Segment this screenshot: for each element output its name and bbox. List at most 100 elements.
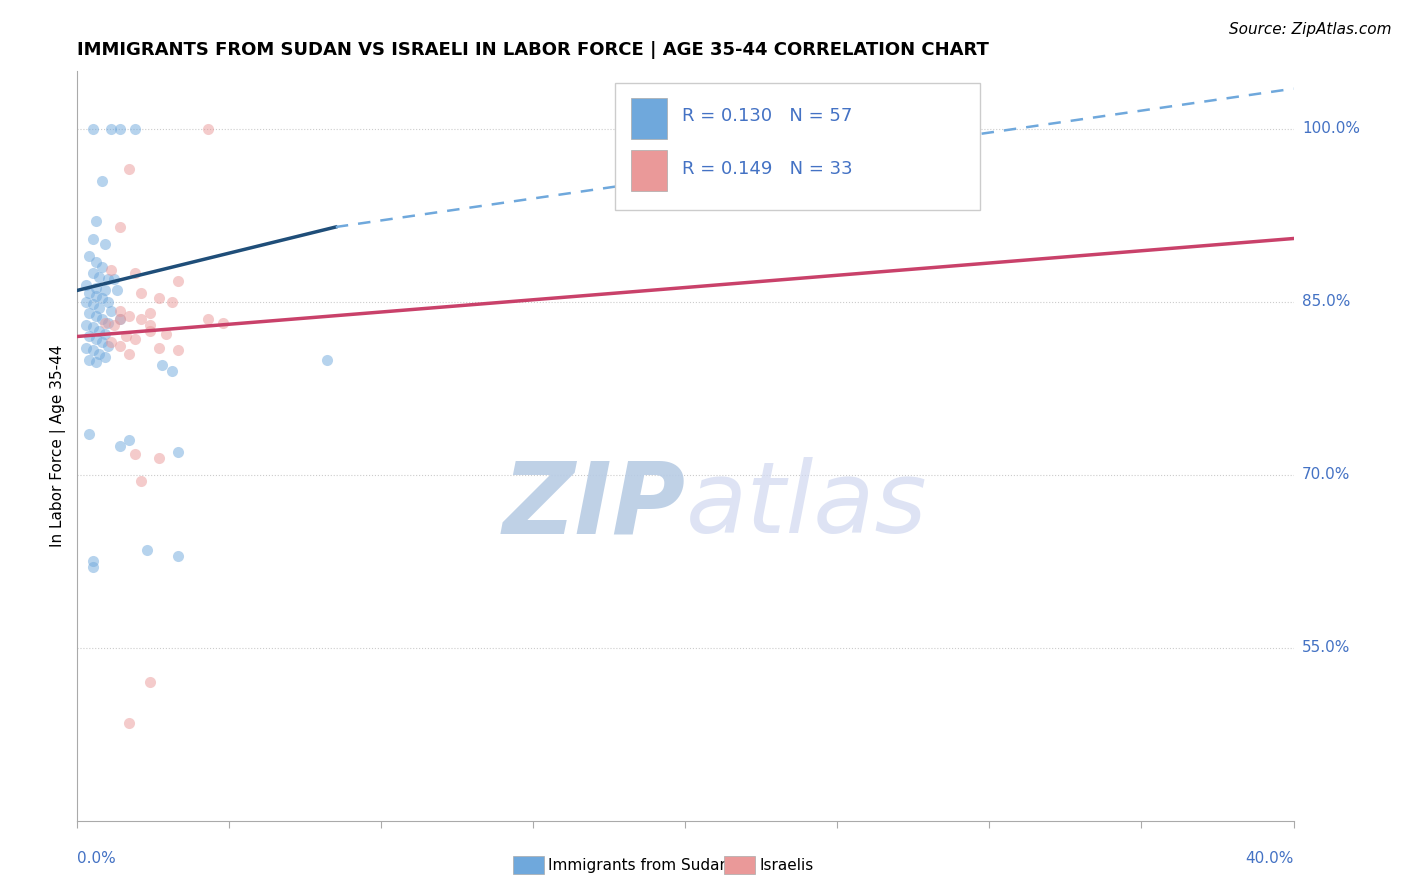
Point [160,364,183,378]
Point [100,335,122,350]
Point [93,316,115,330]
Point [118,309,141,323]
Text: Immigrants from Sudan: Immigrants from Sudan [548,858,730,872]
Point [108,312,131,326]
Point [90,312,112,326]
Text: ZIP: ZIP [502,458,686,555]
Point [148,292,170,306]
Point [75,341,97,355]
Point [166,343,188,358]
Point [124,266,146,280]
Point [197,122,219,136]
Point [212,316,235,330]
Point [148,341,170,355]
Bar [631,150,668,191]
Text: IMMIGRANTS FROM SUDAN VS ISRAELI IN LABOR FORCE | AGE 35-44 CORRELATION CHART: IMMIGRANTS FROM SUDAN VS ISRAELI IN LABO… [77,41,990,59]
Point [139,324,162,338]
Point [103,318,125,332]
Point [108,312,131,326]
Point [97,316,120,330]
Point [79,352,101,367]
Text: 100.0%: 100.0% [1302,121,1360,136]
Point [93,237,115,252]
Point [108,122,131,136]
Point [93,327,115,342]
Point [197,312,219,326]
Point [100,262,122,277]
Point [93,284,115,298]
Text: 55.0%: 55.0% [1302,640,1350,656]
Point [108,339,131,353]
Point [139,306,162,320]
Point [87,324,110,338]
Point [118,162,141,177]
Point [108,219,131,234]
Point [100,304,122,318]
Point [75,294,97,309]
Text: R = 0.149   N = 33: R = 0.149 N = 33 [682,160,852,178]
Point [315,352,337,367]
Point [97,272,120,286]
Point [129,285,152,300]
FancyBboxPatch shape [614,83,980,210]
Point [82,122,104,136]
Text: R = 0.130   N = 57: R = 0.130 N = 57 [682,107,852,125]
Point [84,355,107,369]
Point [93,350,115,364]
Point [79,329,101,343]
Point [155,327,177,342]
Point [97,339,120,353]
Text: 0.0%: 0.0% [77,851,117,866]
Point [82,266,104,280]
Point [79,306,101,320]
Point [160,294,183,309]
Point [90,174,112,188]
Point [82,554,104,568]
Point [118,434,141,448]
Text: atlas: atlas [686,458,927,555]
Point [97,294,120,309]
Point [75,277,97,292]
Text: 85.0%: 85.0% [1302,294,1350,310]
Text: Israelis: Israelis [759,858,814,872]
Point [166,274,188,288]
Point [87,301,110,315]
Point [115,329,138,343]
Y-axis label: In Labor Force | Age 35-44: In Labor Force | Age 35-44 [51,345,66,547]
Point [124,447,146,461]
Point [103,272,125,286]
Point [118,715,141,730]
Text: Source: ZipAtlas.com: Source: ZipAtlas.com [1229,22,1392,37]
Point [124,332,146,346]
Point [118,347,141,361]
Point [108,304,131,318]
Point [84,214,107,228]
Point [90,292,112,306]
Point [84,254,107,268]
Point [84,332,107,346]
Point [84,309,107,323]
Point [152,359,174,373]
Text: 70.0%: 70.0% [1302,467,1350,483]
Point [166,549,188,563]
Point [87,347,110,361]
Point [108,439,131,453]
Point [105,284,128,298]
Point [87,269,110,284]
Point [79,427,101,442]
Point [100,122,122,136]
Point [129,312,152,326]
Point [82,231,104,245]
Point [166,444,188,458]
Point [90,335,112,350]
Point [82,320,104,334]
Point [75,318,97,332]
Point [82,560,104,574]
Point [90,260,112,275]
Point [79,285,101,300]
Point [139,675,162,690]
Point [139,318,162,332]
Point [79,249,101,263]
Point [124,122,146,136]
Bar [631,97,668,139]
